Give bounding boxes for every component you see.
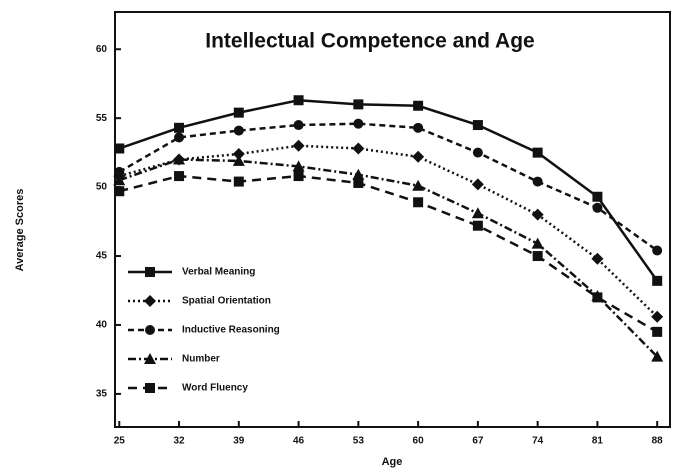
marker	[651, 350, 664, 362]
marker	[413, 122, 424, 133]
x-tick-label: 53	[353, 436, 365, 447]
marker	[292, 160, 305, 172]
legend-label: Spatial Orientation	[182, 296, 271, 307]
series-line	[118, 98, 659, 282]
marker	[232, 154, 245, 166]
legend-label: Word Fluency	[182, 383, 248, 394]
marker	[353, 99, 364, 110]
marker	[293, 120, 304, 131]
x-tick-label: 88	[652, 436, 664, 447]
marker	[591, 252, 604, 265]
legend-marker	[145, 267, 155, 277]
x-tick-label: 32	[173, 436, 185, 447]
legend-marker	[144, 353, 156, 364]
legend-label: Verbal Meaning	[182, 267, 255, 278]
x-axis-label: Age	[382, 456, 403, 468]
marker	[353, 118, 364, 129]
marker	[174, 132, 185, 143]
marker	[413, 197, 424, 208]
marker	[352, 142, 365, 155]
marker	[113, 174, 126, 186]
marker	[114, 143, 125, 154]
series-line	[118, 122, 658, 252]
x-tick-label: 74	[532, 436, 544, 447]
marker	[652, 245, 663, 256]
marker	[232, 148, 245, 161]
marker	[173, 153, 186, 165]
y-tick-label: 35	[96, 389, 108, 400]
marker	[652, 326, 663, 337]
legend-label: Inductive Reasoning	[182, 325, 280, 336]
series-line	[118, 158, 659, 358]
marker	[174, 122, 185, 133]
marker	[592, 292, 603, 303]
marker	[592, 191, 603, 202]
marker	[174, 171, 185, 182]
legend-marker	[144, 295, 156, 307]
y-tick-label: 50	[96, 182, 108, 193]
marker	[651, 310, 664, 323]
x-tick-label: 46	[293, 436, 305, 447]
y-tick-label: 40	[96, 320, 108, 331]
marker	[531, 208, 544, 221]
marker	[532, 176, 543, 187]
x-tick-label: 25	[114, 436, 126, 447]
marker	[472, 120, 483, 131]
marker	[532, 251, 543, 262]
marker	[233, 125, 244, 136]
marker	[531, 237, 544, 249]
x-tick-label: 67	[472, 436, 484, 447]
marker	[114, 186, 125, 197]
marker	[353, 177, 364, 188]
legend-label: Number	[182, 354, 220, 365]
marker	[412, 179, 425, 191]
marker	[114, 166, 125, 177]
marker	[532, 147, 543, 158]
marker	[652, 275, 663, 286]
legend-marker	[145, 325, 155, 335]
x-tick-label: 39	[233, 436, 245, 447]
series-line	[118, 174, 658, 333]
y-tick-label: 55	[96, 113, 108, 124]
plot-frame	[114, 11, 671, 428]
marker	[412, 150, 425, 163]
legend-marker	[145, 383, 155, 393]
chart-title: Intellectual Competence and Age	[205, 30, 534, 53]
marker	[233, 107, 244, 118]
marker	[472, 220, 483, 231]
x-tick-label: 60	[413, 436, 425, 447]
marker	[352, 168, 365, 180]
y-tick-label: 60	[96, 44, 108, 55]
marker	[471, 207, 484, 219]
marker	[413, 100, 424, 111]
y-axis-label: Average Scores	[14, 189, 26, 272]
marker	[472, 147, 483, 158]
x-tick-label: 81	[592, 436, 604, 447]
series-line	[118, 144, 659, 318]
marker	[293, 171, 304, 182]
marker	[292, 139, 305, 152]
marker	[233, 176, 244, 187]
marker	[471, 178, 484, 191]
y-tick-label: 45	[96, 251, 108, 262]
marker	[293, 95, 304, 106]
marker	[592, 202, 603, 213]
